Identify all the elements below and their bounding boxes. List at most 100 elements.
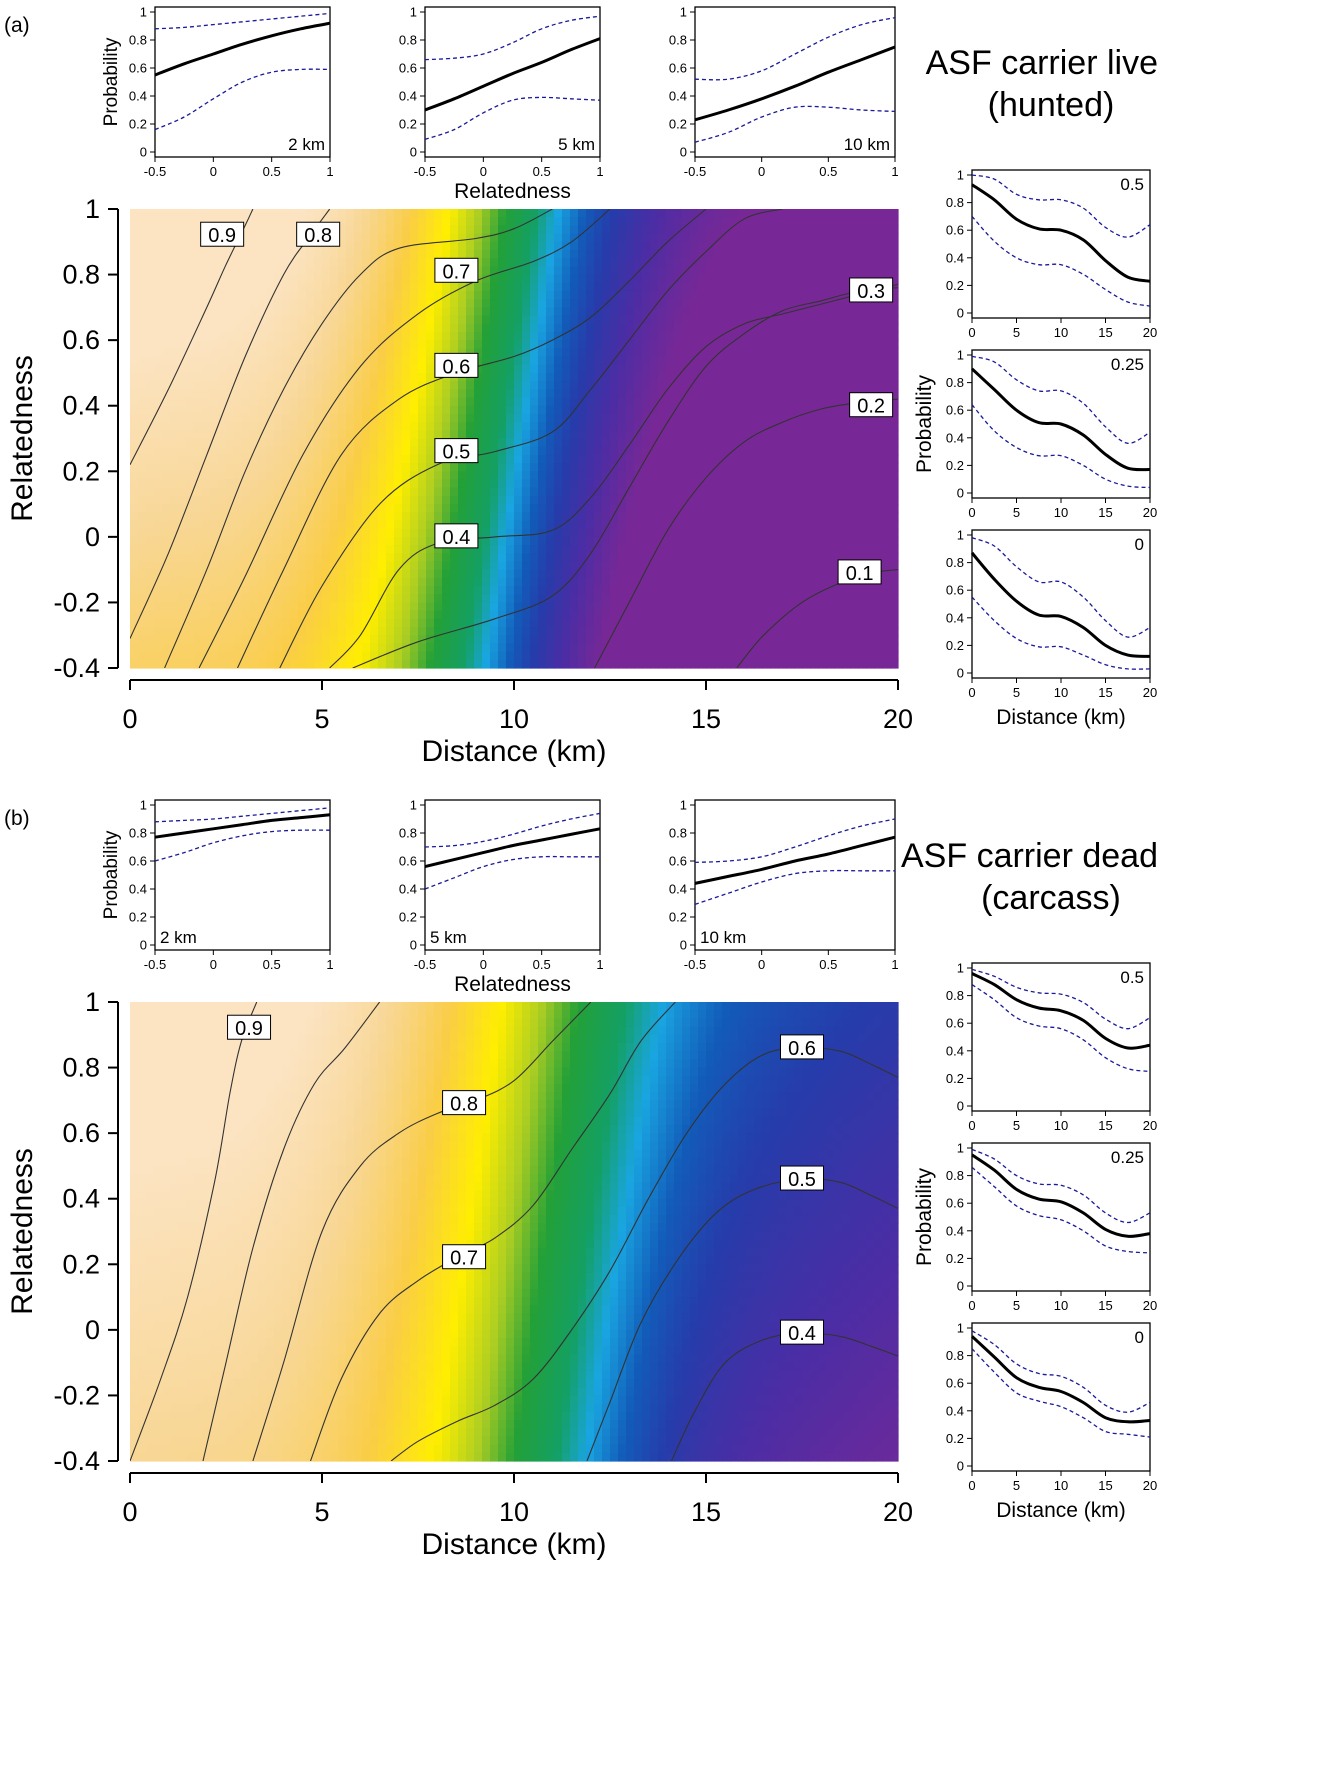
heatmap-cell [378, 627, 387, 636]
heatmap-cell [322, 307, 331, 317]
heatmap-cell [650, 307, 659, 317]
heatmap-cell [146, 536, 155, 546]
heatmap-cell [178, 315, 187, 325]
heatmap-cell [386, 364, 395, 374]
heatmap-cell [226, 446, 235, 456]
heatmap-cell [834, 586, 843, 595]
heatmap-cell [810, 315, 819, 325]
heatmap-cell [730, 282, 739, 292]
heatmap-cell [578, 299, 587, 308]
heatmap-cell [490, 627, 499, 636]
heatmap-cell [754, 438, 763, 448]
heatmap-cell [530, 438, 539, 448]
heatmap-cell [714, 389, 723, 399]
heatmap-cell [162, 446, 171, 456]
heatmap-cell [746, 651, 755, 661]
heatmap-cell [418, 504, 427, 513]
heatmap-cell [186, 225, 195, 235]
heatmap-cell [330, 471, 339, 481]
heatmap-cell [370, 545, 379, 554]
heatmap-cell [570, 520, 579, 530]
heatmap-cell [146, 413, 155, 423]
heatmap-cell [402, 282, 411, 292]
heatmap-cell [394, 594, 403, 604]
heatmap-cell [722, 594, 731, 604]
heatmap-cell [666, 274, 675, 284]
heatmap-cell [210, 299, 219, 308]
heatmap-cell [834, 389, 843, 399]
heatmap-cell [522, 520, 531, 530]
heatmap-cell [730, 463, 739, 472]
heatmap-cell [658, 627, 667, 636]
heatmap-cell [210, 315, 219, 325]
heatmap-cell [818, 258, 827, 267]
heatmap-cell [242, 495, 251, 505]
heatmap-cell [450, 299, 459, 308]
heatmap-cell [506, 610, 515, 620]
heatmap-cell [618, 504, 627, 513]
heatmap-cell [306, 323, 315, 333]
heatmap-cell [442, 594, 451, 604]
heatmap-cell [746, 438, 755, 448]
heatmap-cell [370, 561, 379, 571]
heatmap-cell [410, 594, 419, 604]
heatmap-cell [826, 217, 835, 226]
heatmap-cell [354, 487, 363, 497]
heatmap-cell [210, 209, 219, 218]
heatmap-cell [274, 282, 283, 292]
heatmap-cell [234, 618, 243, 628]
heatmap-cell [746, 209, 755, 218]
heatmap-cell [314, 258, 323, 267]
heatmap-cell [818, 471, 827, 481]
heatmap-cell [682, 454, 691, 464]
heatmap-cell [298, 290, 307, 300]
heatmap-cell [834, 659, 843, 669]
heatmap-cell [786, 635, 795, 645]
heatmap-cell [530, 495, 539, 505]
heatmap-cell [594, 348, 603, 358]
heatmap-cell [722, 389, 731, 399]
heatmap-cell [778, 479, 787, 489]
heatmap-cell [546, 618, 555, 628]
heatmap-cell [186, 487, 195, 497]
heatmap-cell [722, 266, 731, 276]
heatmap-cell [242, 479, 251, 489]
heatmap-cell [706, 651, 715, 661]
heatmap-cell [730, 504, 739, 513]
heatmap-cell [626, 561, 635, 571]
heatmap-cell [682, 307, 691, 317]
heatmap-cell [642, 610, 651, 620]
heatmap-cell [154, 372, 163, 382]
heatmap-cell [402, 266, 411, 276]
heatmap-cell [594, 553, 603, 563]
heatmap-cell [746, 618, 755, 628]
heatmap-cell [690, 528, 699, 538]
heatmap-cell [794, 233, 803, 243]
heatmap-cell [754, 323, 763, 333]
heatmap-cell [570, 561, 579, 571]
heatmap-cell [538, 512, 547, 522]
heatmap-cell [658, 397, 667, 407]
heatmap-cell [130, 340, 139, 349]
heatmap-cell [386, 241, 395, 251]
heatmap-cell [218, 282, 227, 292]
heatmap-cell [578, 504, 587, 513]
heatmap-cell [186, 282, 195, 292]
heatmap-cell [794, 241, 803, 251]
heatmap-cell [410, 586, 419, 595]
heatmap-cell [146, 659, 155, 669]
heatmap-cell [562, 594, 571, 604]
heatmap-cell [322, 282, 331, 292]
heatmap-cell [658, 307, 667, 317]
heatmap-cell [738, 643, 747, 653]
heatmap-cell [698, 479, 707, 489]
heatmap-cell [810, 586, 819, 595]
heatmap-cell [810, 233, 819, 243]
heatmap-cell [346, 364, 355, 374]
heatmap-cell [538, 635, 547, 645]
heatmap-cell [450, 430, 459, 440]
heatmap-cell [770, 372, 779, 382]
heatmap-cell [538, 249, 547, 259]
heatmap-cell [778, 356, 787, 366]
heatmap-cell [650, 430, 659, 440]
